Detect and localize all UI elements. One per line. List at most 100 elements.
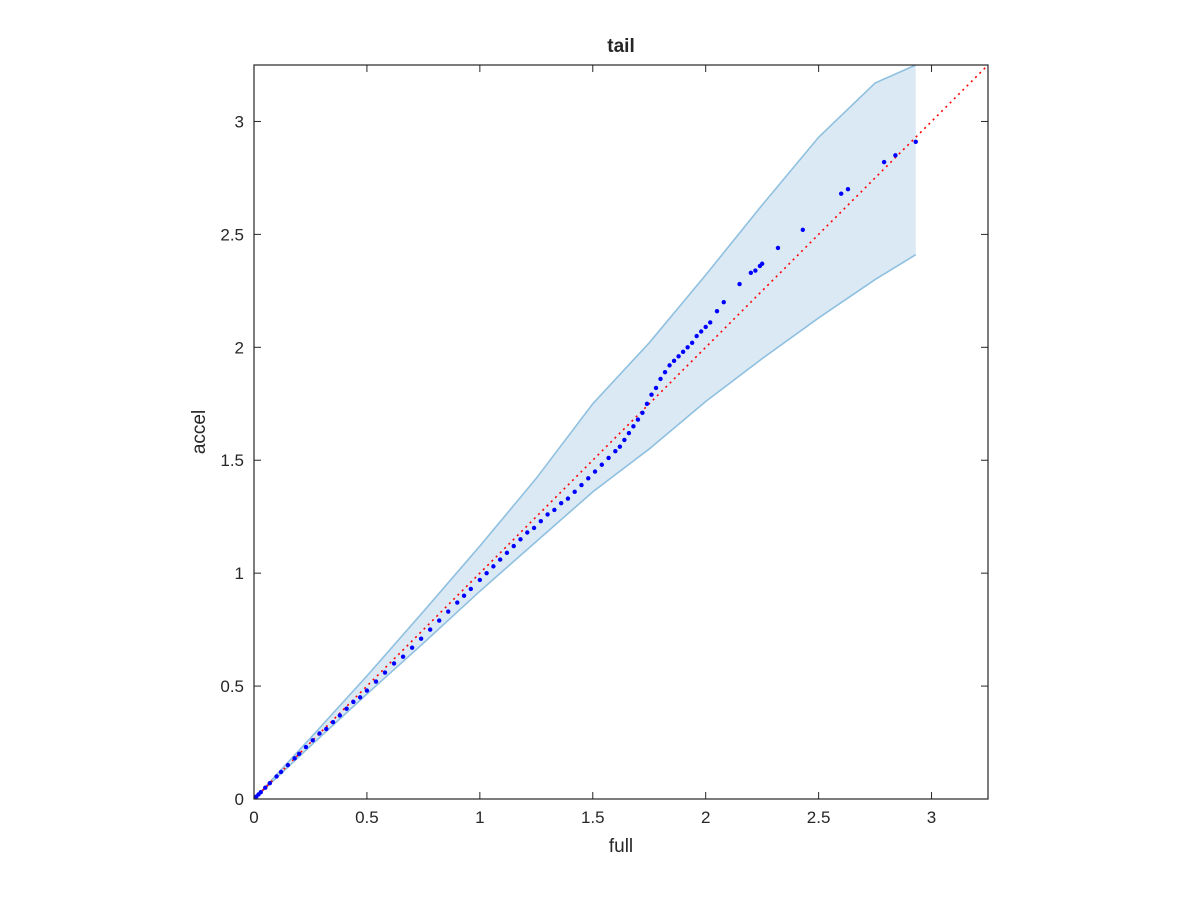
- y-axis-label: accel: [189, 410, 210, 454]
- y-tick-label: 1: [235, 564, 244, 583]
- data-point: [680, 349, 686, 355]
- data-point: [373, 679, 379, 684]
- data-point: [538, 519, 544, 524]
- data-point: [511, 543, 516, 549]
- data-point: [518, 537, 523, 542]
- data-point: [599, 462, 605, 467]
- data-point: [267, 780, 273, 786]
- data-point: [698, 329, 704, 334]
- data-point: [640, 410, 645, 416]
- x-tick-label: 1: [475, 808, 484, 827]
- chart-title: tail: [607, 36, 634, 57]
- data-point: [285, 762, 291, 768]
- axes-box: [253, 64, 989, 800]
- data-point: [703, 324, 708, 330]
- y-tick-label: 2: [235, 338, 244, 357]
- data-point: [671, 358, 677, 364]
- data-point: [531, 525, 537, 531]
- data-point: [436, 618, 442, 623]
- data-point: [351, 699, 356, 705]
- data-point: [586, 476, 591, 481]
- data-point: [296, 751, 302, 757]
- confidence-band: [254, 65, 916, 799]
- data-point: [418, 636, 424, 641]
- data-point: [839, 191, 844, 196]
- data-point: [800, 227, 806, 233]
- data-point: [324, 726, 329, 732]
- data-point: [565, 496, 571, 501]
- band-upper-edge: [254, 65, 917, 799]
- data-point: [461, 593, 467, 598]
- data-point: [644, 401, 650, 406]
- plot-area: [254, 65, 988, 799]
- data-point: [364, 688, 370, 693]
- data-point: [626, 430, 632, 436]
- y-tick-label: 0.5: [220, 677, 244, 696]
- y-tick-label: 3: [235, 112, 244, 131]
- data-point: [572, 489, 577, 495]
- data-point: [317, 731, 322, 736]
- data-point: [775, 245, 781, 251]
- data-point: [400, 654, 406, 659]
- data-point: [455, 600, 460, 605]
- data-point: [737, 281, 742, 287]
- data-point: [504, 550, 510, 556]
- data-point: [278, 769, 284, 775]
- data-point: [658, 376, 663, 382]
- data-point: [606, 455, 611, 461]
- data-point: [391, 661, 397, 666]
- x-tick-label: 2.5: [807, 808, 831, 827]
- data-point: [303, 744, 309, 750]
- x-tick-label: 3: [927, 808, 936, 827]
- data-point: [263, 785, 268, 790]
- data-point: [613, 448, 618, 454]
- data-point: [491, 564, 496, 569]
- data-point: [409, 645, 415, 650]
- data-point: [685, 345, 690, 350]
- data-point: [667, 363, 672, 368]
- data-point: [337, 713, 343, 718]
- data-point: [292, 756, 297, 761]
- data-point: [310, 738, 315, 743]
- data-point: [477, 577, 483, 583]
- data-point: [721, 299, 726, 305]
- data-point: [689, 340, 695, 345]
- data-point: [558, 500, 564, 506]
- data-point: [635, 417, 641, 422]
- data-point: [552, 507, 557, 513]
- data-point: [845, 187, 851, 192]
- band-lower-edge: [254, 254, 917, 799]
- data-point: [662, 369, 668, 375]
- data-point: [274, 774, 279, 779]
- data-point: [913, 139, 918, 144]
- data-point: [653, 385, 659, 391]
- data-point: [357, 695, 363, 700]
- x-tick-label: 0.5: [355, 808, 379, 827]
- data-point: [893, 153, 898, 158]
- data-point: [446, 609, 451, 614]
- data-point: [714, 308, 720, 314]
- data-point: [759, 261, 765, 266]
- data-point: [617, 444, 623, 449]
- x-axis-label: full: [609, 836, 633, 857]
- axes: 0 0.5 1 1.5 2 2.5 3 0 0.5 1 1.5 2 2.5 3: [220, 64, 989, 827]
- plot-clipped-group: [254, 65, 988, 799]
- data-point: [579, 482, 584, 488]
- x-tick-label: 0: [249, 808, 258, 827]
- data-point: [753, 268, 758, 273]
- data-point: [694, 333, 699, 339]
- data-point: [468, 586, 474, 592]
- data-point: [525, 530, 530, 535]
- data-point: [676, 354, 681, 359]
- data-point: [427, 627, 433, 632]
- x-tick-label: 1.5: [581, 808, 605, 827]
- data-point: [258, 790, 263, 795]
- y-tick-label: 1.5: [220, 451, 244, 470]
- y-tick-label: 2.5: [220, 225, 244, 244]
- data-point: [382, 670, 388, 675]
- data-point: [545, 512, 550, 517]
- data-point: [748, 270, 754, 275]
- data-point: [344, 706, 349, 711]
- data-point: [622, 437, 627, 443]
- data-point: [497, 557, 503, 562]
